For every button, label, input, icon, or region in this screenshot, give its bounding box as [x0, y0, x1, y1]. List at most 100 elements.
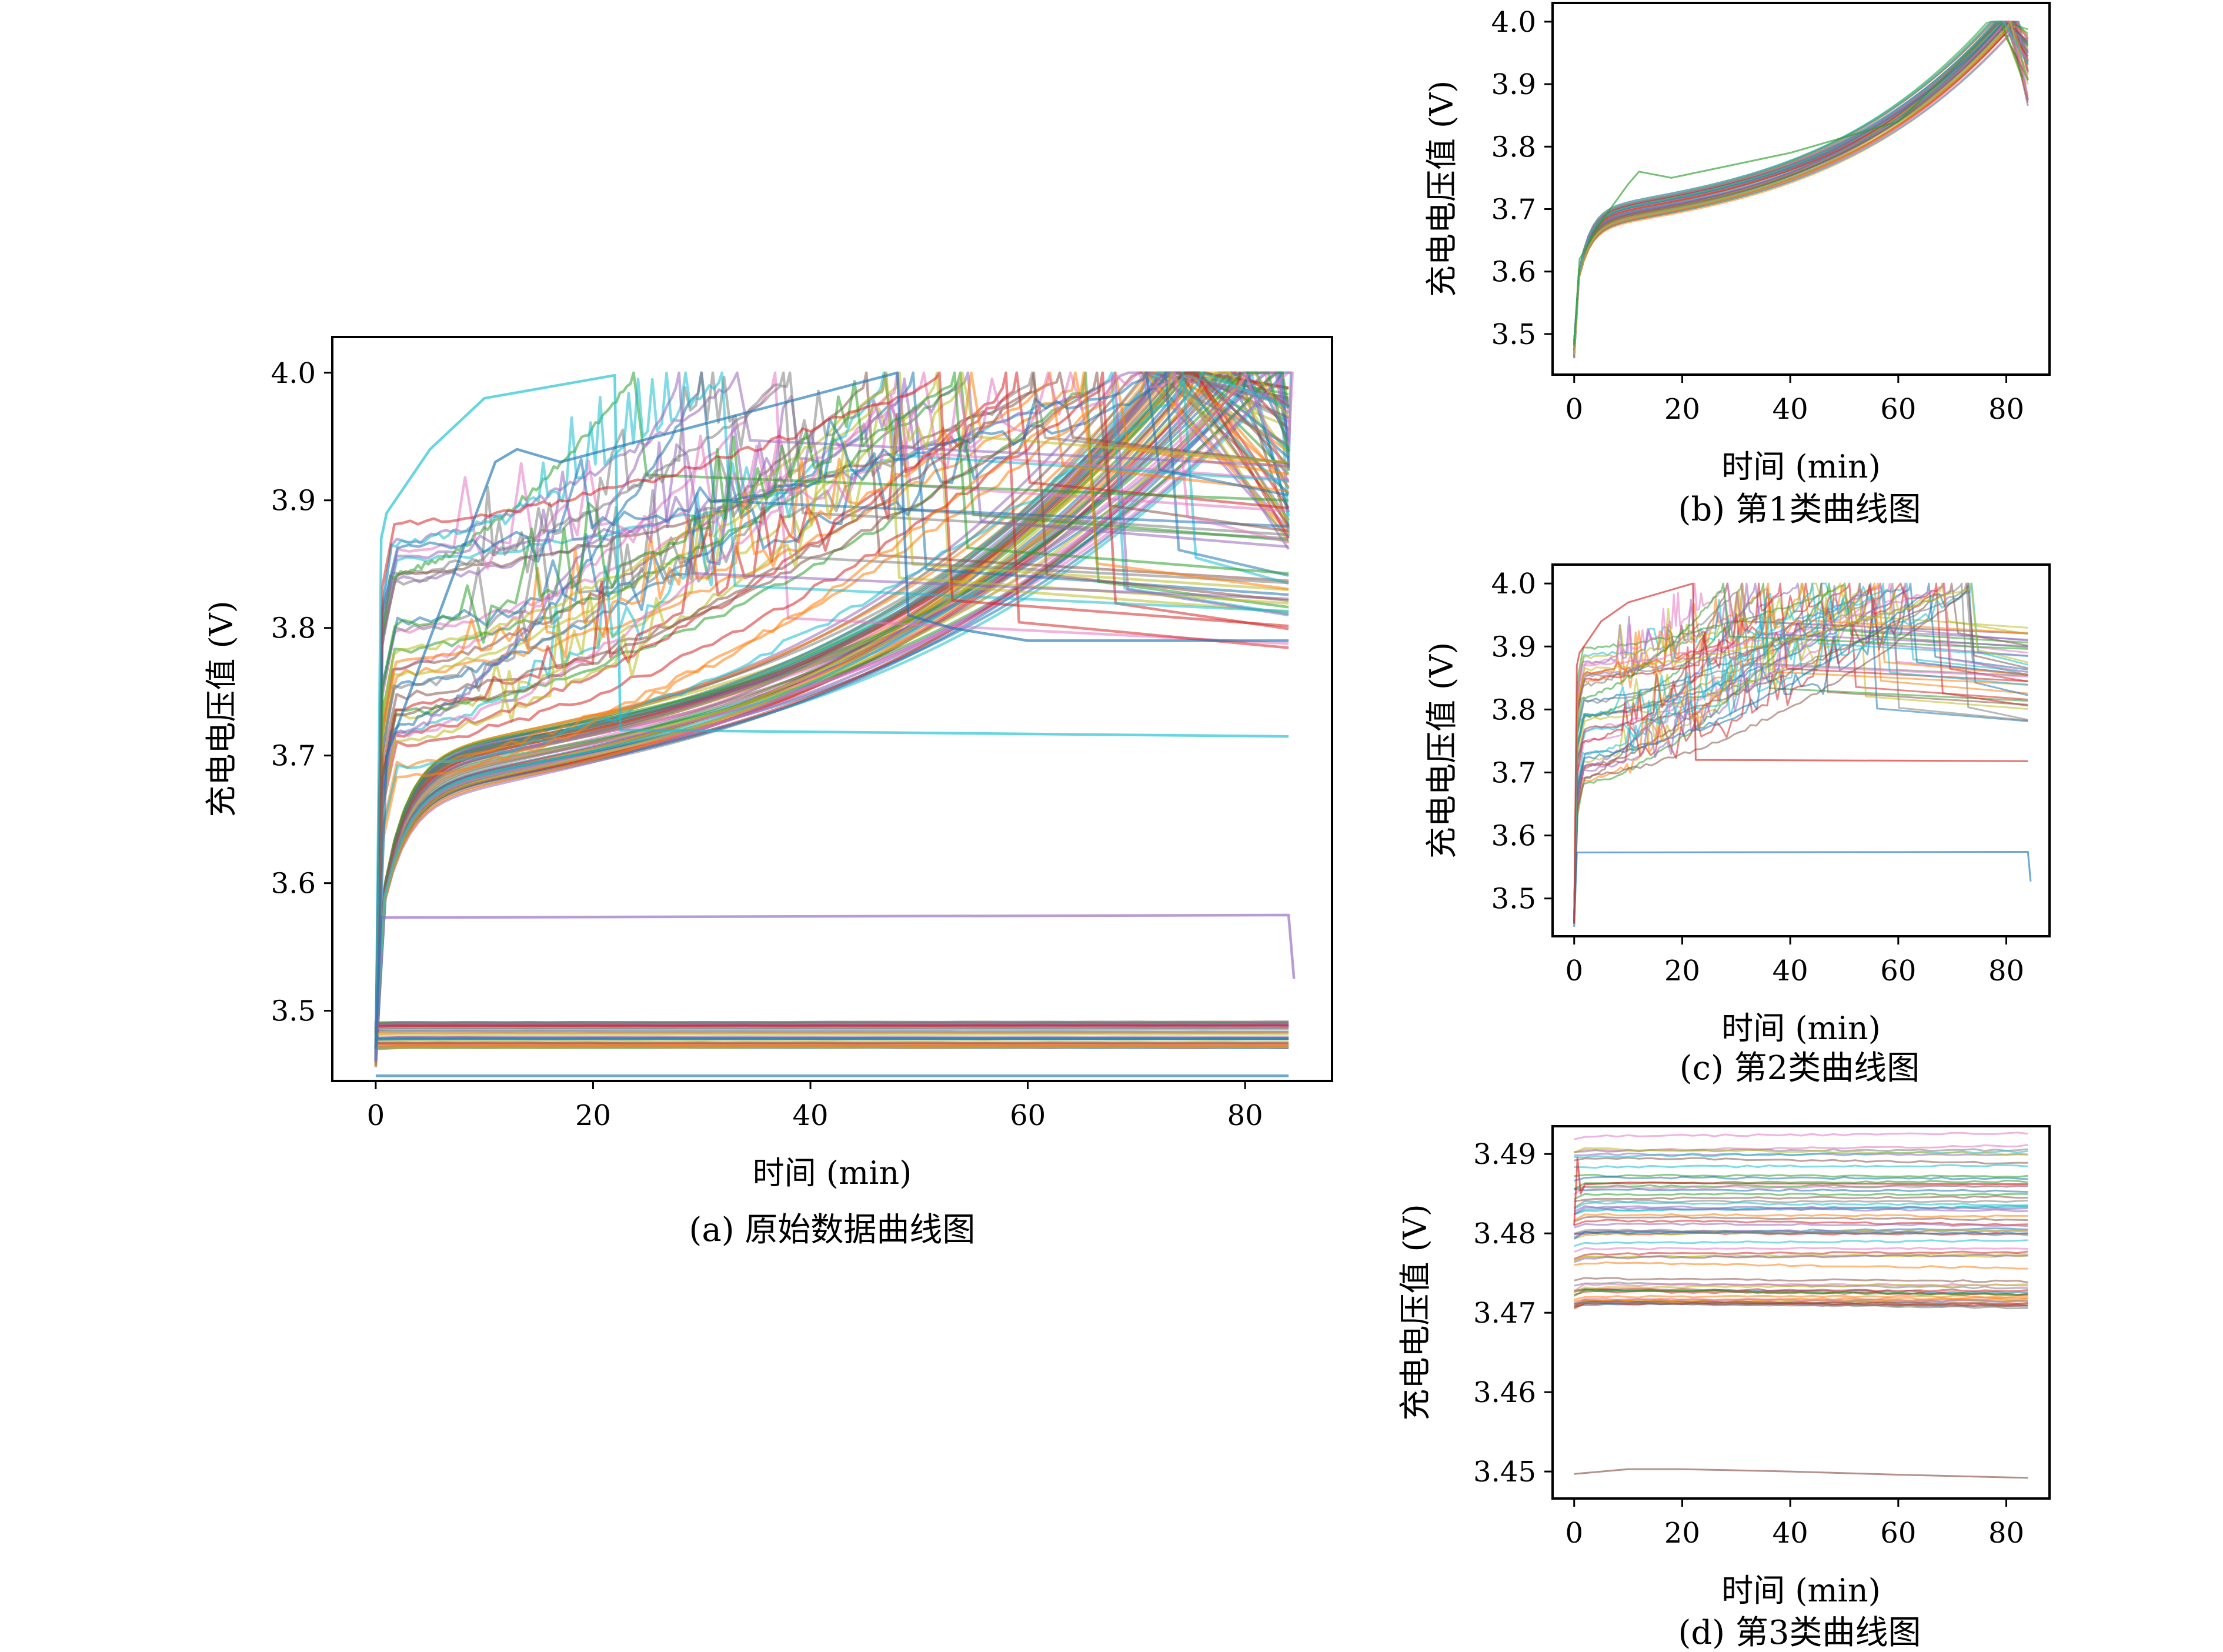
series-line — [1574, 1229, 2028, 1237]
x-tick-label: 0 — [1565, 1517, 1583, 1550]
series-line — [1574, 1195, 2028, 1203]
series-line — [374, 371, 1289, 1055]
y-tick-label: 4.0 — [271, 357, 316, 390]
series-line — [1573, 1283, 2028, 1292]
x-tick-label: 60 — [1880, 955, 1916, 987]
series-line — [1573, 582, 2028, 920]
series-line — [1574, 1176, 2028, 1182]
y-tick-label: 3.49 — [1473, 1138, 1536, 1171]
series-line — [1573, 582, 2028, 918]
plot-frame — [1551, 563, 2051, 937]
y-tick-label: 3.5 — [1491, 883, 1536, 916]
series-line — [1574, 1164, 2028, 1169]
x-tick-label: 20 — [1664, 1517, 1700, 1550]
series-line — [1574, 1147, 2028, 1156]
series-line — [1573, 582, 2028, 922]
y-axis-label: 充电电压值 (V) — [1397, 1204, 1434, 1420]
series-line — [1574, 1132, 2028, 1140]
series-line — [1573, 582, 2028, 919]
series-line — [1574, 1283, 2028, 1294]
y-tick-label: 3.6 — [271, 867, 316, 900]
chart-c: 0 20 40 60 80 3.5 3.6 3.7 3.8 3.9 4.0 时间 (min) 充电电压值… — [1423, 563, 2051, 1087]
series-line — [375, 1033, 1289, 1037]
series-line — [1574, 1253, 2028, 1263]
series-line — [1573, 21, 2029, 342]
series-line — [374, 371, 1289, 1054]
series-line — [375, 1027, 1289, 1032]
series-line — [374, 371, 1289, 1056]
series-line — [1574, 1294, 2028, 1301]
y-tick-label: 3.48 — [1473, 1217, 1536, 1250]
series-line — [1573, 1157, 2028, 1226]
series-line — [1573, 582, 2028, 922]
series-line — [1573, 582, 2028, 924]
y-tick-label: 3.46 — [1473, 1376, 1536, 1409]
x-axis-label: 时间 (min) — [1721, 1010, 1881, 1047]
series-line — [1573, 582, 2028, 921]
series-line — [1574, 1287, 2028, 1293]
x-tick-label: 0 — [1565, 393, 1583, 426]
plot-frame — [331, 336, 1333, 1082]
series-line — [374, 371, 1289, 1059]
series-line — [1573, 582, 2028, 918]
x-tick-label: 60 — [1880, 1517, 1916, 1550]
series-line — [1574, 1239, 2028, 1247]
series-line — [1574, 1222, 2028, 1229]
x-tick-label: 80 — [1988, 393, 2024, 426]
chart-caption: (a) 原始数据曲线图 — [689, 1211, 976, 1249]
series-line — [1574, 1246, 2028, 1253]
series-line — [1573, 851, 2032, 927]
y-tick-label: 3.9 — [1491, 630, 1536, 663]
x-axis-label: 时间 (min) — [753, 1154, 912, 1192]
series-line — [1574, 1192, 2028, 1200]
x-tick-label: 80 — [1988, 955, 2024, 987]
chart-caption: (b) 第1类曲线图 — [1678, 490, 1921, 529]
series-line — [1573, 582, 2028, 919]
series-line — [1574, 1157, 2028, 1164]
series-line — [1574, 1296, 2028, 1303]
x-tick-label: 0 — [1565, 955, 1583, 987]
x-tick-label: 20 — [1664, 393, 1700, 426]
series-line — [1573, 21, 2024, 347]
x-tick-label: 60 — [1880, 393, 1916, 426]
x-tick-label: 40 — [1773, 393, 1808, 426]
series-line — [374, 371, 1289, 1041]
series-line — [374, 371, 1289, 1054]
y-tick-label: 3.47 — [1473, 1297, 1536, 1330]
series-line — [1573, 582, 2028, 918]
series-layer — [1573, 21, 2029, 359]
series-line — [1574, 1277, 2028, 1283]
series-line — [1574, 1202, 2028, 1210]
series-line — [374, 371, 1290, 1051]
x-axis-label: 时间 (min) — [1721, 448, 1881, 485]
series-line — [1574, 1468, 2028, 1479]
chart-b: 0 20 40 60 80 3.5 3.6 3.7 3.8 3.9 4.0 时间 (min) 充电电压值… — [1423, 2, 2051, 529]
series-line — [1573, 21, 2029, 341]
y-tick-label: 3.5 — [271, 995, 316, 1028]
y-tick-label: 3.7 — [1491, 756, 1536, 789]
series-line — [1573, 21, 2029, 355]
y-tick-label: 4.0 — [1491, 6, 1536, 39]
x-tick-label: 40 — [793, 1099, 829, 1132]
plot-frame — [1551, 2, 2051, 376]
x-tick-label: 40 — [1773, 1517, 1808, 1550]
series-line — [375, 1031, 1289, 1035]
series-line — [374, 371, 1289, 1057]
series-line — [374, 371, 1289, 1056]
series-line — [374, 371, 1289, 1060]
series-line — [374, 371, 1289, 1052]
series-line — [375, 1044, 1289, 1048]
series-line — [374, 371, 1290, 1046]
x-axis-label: 时间 (min) — [1721, 1572, 1881, 1609]
series-line — [1573, 1206, 2028, 1215]
x-tick-label: 20 — [1664, 955, 1700, 987]
y-tick-label: 3.8 — [1491, 693, 1536, 726]
series-line — [1574, 1216, 2028, 1223]
chart-d: 0 20 40 60 80 3.45 3.46 3.47 3.48 3.49 时间 (min) 充电电… — [1397, 1125, 2051, 1652]
series-line — [1573, 1199, 2028, 1209]
series-line — [375, 1026, 1289, 1029]
y-tick-label: 3.9 — [1491, 68, 1536, 101]
x-tick-label: 20 — [575, 1099, 611, 1132]
chart-caption: (c) 第2类曲线图 — [1680, 1049, 1920, 1087]
